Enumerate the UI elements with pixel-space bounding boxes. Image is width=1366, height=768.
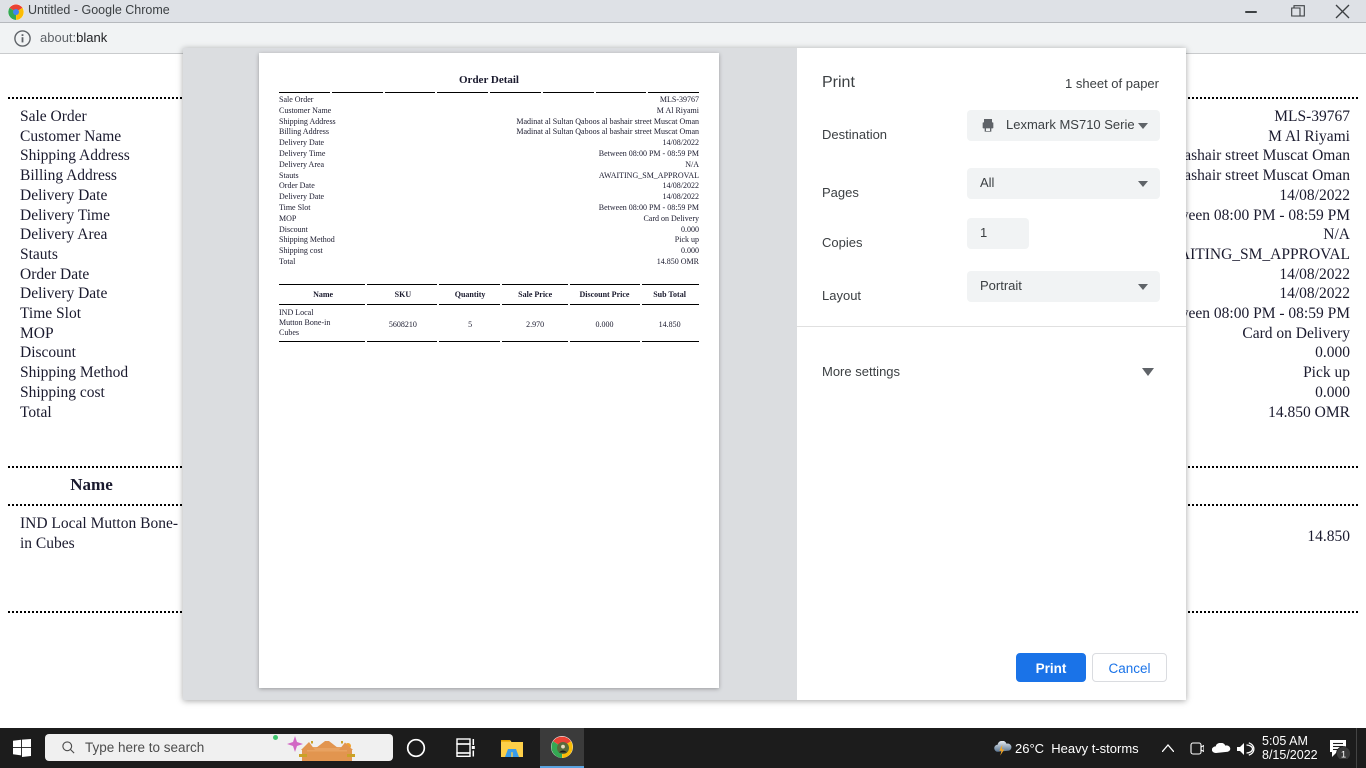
svg-text:1: 1 (1341, 749, 1346, 759)
